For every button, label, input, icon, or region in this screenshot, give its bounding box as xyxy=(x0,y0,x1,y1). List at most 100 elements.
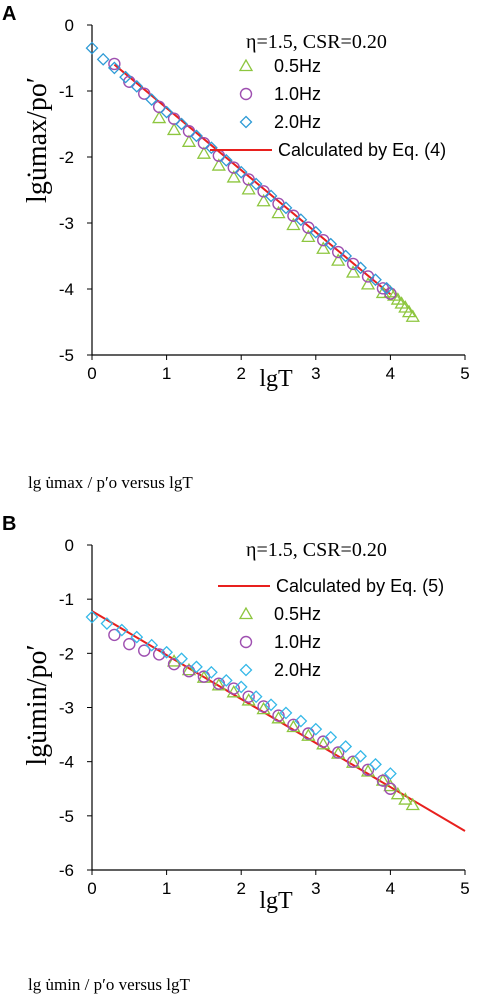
data-point xyxy=(294,714,308,728)
data-point xyxy=(204,665,218,679)
x-tick-label: 4 xyxy=(386,879,395,898)
series-2-0hz xyxy=(85,610,397,781)
data-point xyxy=(339,249,353,263)
series-line-fit xyxy=(113,63,392,296)
data-point xyxy=(331,253,346,266)
data-point xyxy=(249,177,263,191)
y-tick-label: -1 xyxy=(59,590,74,609)
data-point xyxy=(85,610,99,624)
panel-letter-a: A xyxy=(2,3,16,25)
caption-a: lg u̇max / p′o versus lgT xyxy=(28,473,193,492)
data-point xyxy=(354,261,367,275)
data-point xyxy=(190,660,203,674)
y-tick-label: -4 xyxy=(59,753,74,772)
data-point xyxy=(226,685,241,698)
y-tick-label: -4 xyxy=(59,280,74,299)
data-point xyxy=(346,755,360,768)
y-axis-label-a: lgu̇max/po′ xyxy=(22,77,53,203)
data-point xyxy=(204,141,218,155)
y-tick-label: -2 xyxy=(59,644,74,663)
data-point xyxy=(152,110,167,124)
x-tick-label: 5 xyxy=(460,364,469,383)
y-axis-label-b: lgu̇min/po′ xyxy=(22,644,53,765)
data-point xyxy=(301,728,316,741)
data-point xyxy=(219,673,233,687)
data-point xyxy=(375,773,391,786)
data-point xyxy=(369,273,382,287)
y-tick-label: -1 xyxy=(59,82,74,101)
data-point xyxy=(256,701,271,715)
data-point xyxy=(167,657,181,671)
data-point xyxy=(398,792,413,805)
data-point xyxy=(241,182,256,195)
caption-b: lg u̇min / p′o versus lgT xyxy=(28,975,191,994)
data-point xyxy=(271,711,286,724)
data-point xyxy=(249,690,263,704)
data-point xyxy=(196,146,212,159)
x-tick-label: 3 xyxy=(311,879,320,898)
data-point xyxy=(383,767,397,781)
data-point xyxy=(138,644,151,657)
y-tick-label: -2 xyxy=(59,148,74,167)
legend-label: Calculated by Eq. (5) xyxy=(276,576,444,596)
legend-label: 0.5Hz xyxy=(274,604,321,624)
legend: Calculated by Eq. (5) 0.5Hz 1.0Hz 2.0Hz xyxy=(218,576,444,680)
legend: 0.5Hz 1.0Hz 2.0Hz Calculated by Eq. (4) xyxy=(210,56,446,160)
legend-label: Calculated by Eq. (4) xyxy=(278,140,446,160)
data-point xyxy=(286,719,301,733)
legend-marker xyxy=(239,87,253,101)
legend-label: 2.0Hz xyxy=(274,112,321,132)
data-point xyxy=(345,265,361,278)
data-point xyxy=(152,100,166,114)
legend-label: 1.0Hz xyxy=(274,84,321,104)
data-point xyxy=(369,757,382,771)
data-point xyxy=(219,153,233,167)
data-point xyxy=(271,205,286,219)
data-point xyxy=(309,722,323,736)
data-point xyxy=(405,309,420,322)
data-point xyxy=(123,637,136,651)
data-point xyxy=(242,173,255,186)
data-point xyxy=(279,706,293,720)
data-point xyxy=(227,161,240,174)
data-point xyxy=(85,41,99,55)
legend-marker xyxy=(238,58,254,72)
y-tick-label: -5 xyxy=(59,346,74,365)
data-point xyxy=(354,749,367,763)
data-point xyxy=(130,79,144,93)
x-tick-label: 2 xyxy=(236,879,245,898)
data-point xyxy=(175,652,188,666)
data-point xyxy=(234,680,248,694)
data-point xyxy=(96,52,110,66)
data-point xyxy=(257,185,270,198)
x-tick-label: 5 xyxy=(460,879,469,898)
annotation-b: η=1.5, CSR=0.20 xyxy=(246,539,387,561)
data-point xyxy=(383,778,398,792)
x-tick-label: 0 xyxy=(87,879,96,898)
data-point xyxy=(160,645,174,659)
x-tick-label: 3 xyxy=(311,364,320,383)
data-point xyxy=(286,217,301,231)
x-tick-label: 0 xyxy=(87,364,96,383)
y-tick-label: -3 xyxy=(59,214,74,233)
data-point xyxy=(115,623,129,637)
x-axis-label-b: lgT xyxy=(259,888,293,914)
legend-label: 0.5Hz xyxy=(274,56,321,76)
x-axis-label-a: lgT xyxy=(259,366,293,392)
data-point xyxy=(197,136,211,150)
data-point xyxy=(166,122,182,136)
y-tick-label: 0 xyxy=(65,16,74,35)
data-point xyxy=(138,87,151,100)
annotation-a: η=1.5, CSR=0.20 xyxy=(246,31,387,53)
data-point xyxy=(256,193,271,207)
data-point xyxy=(108,57,121,71)
data-point xyxy=(380,281,394,295)
data-point xyxy=(107,61,121,75)
data-point xyxy=(241,693,256,706)
legend-marker xyxy=(239,635,253,649)
data-point xyxy=(108,628,121,642)
series-1-0hz xyxy=(108,628,397,795)
data-point xyxy=(405,797,420,811)
panel-letter-b: B xyxy=(2,513,16,535)
legend-marker xyxy=(238,606,254,620)
